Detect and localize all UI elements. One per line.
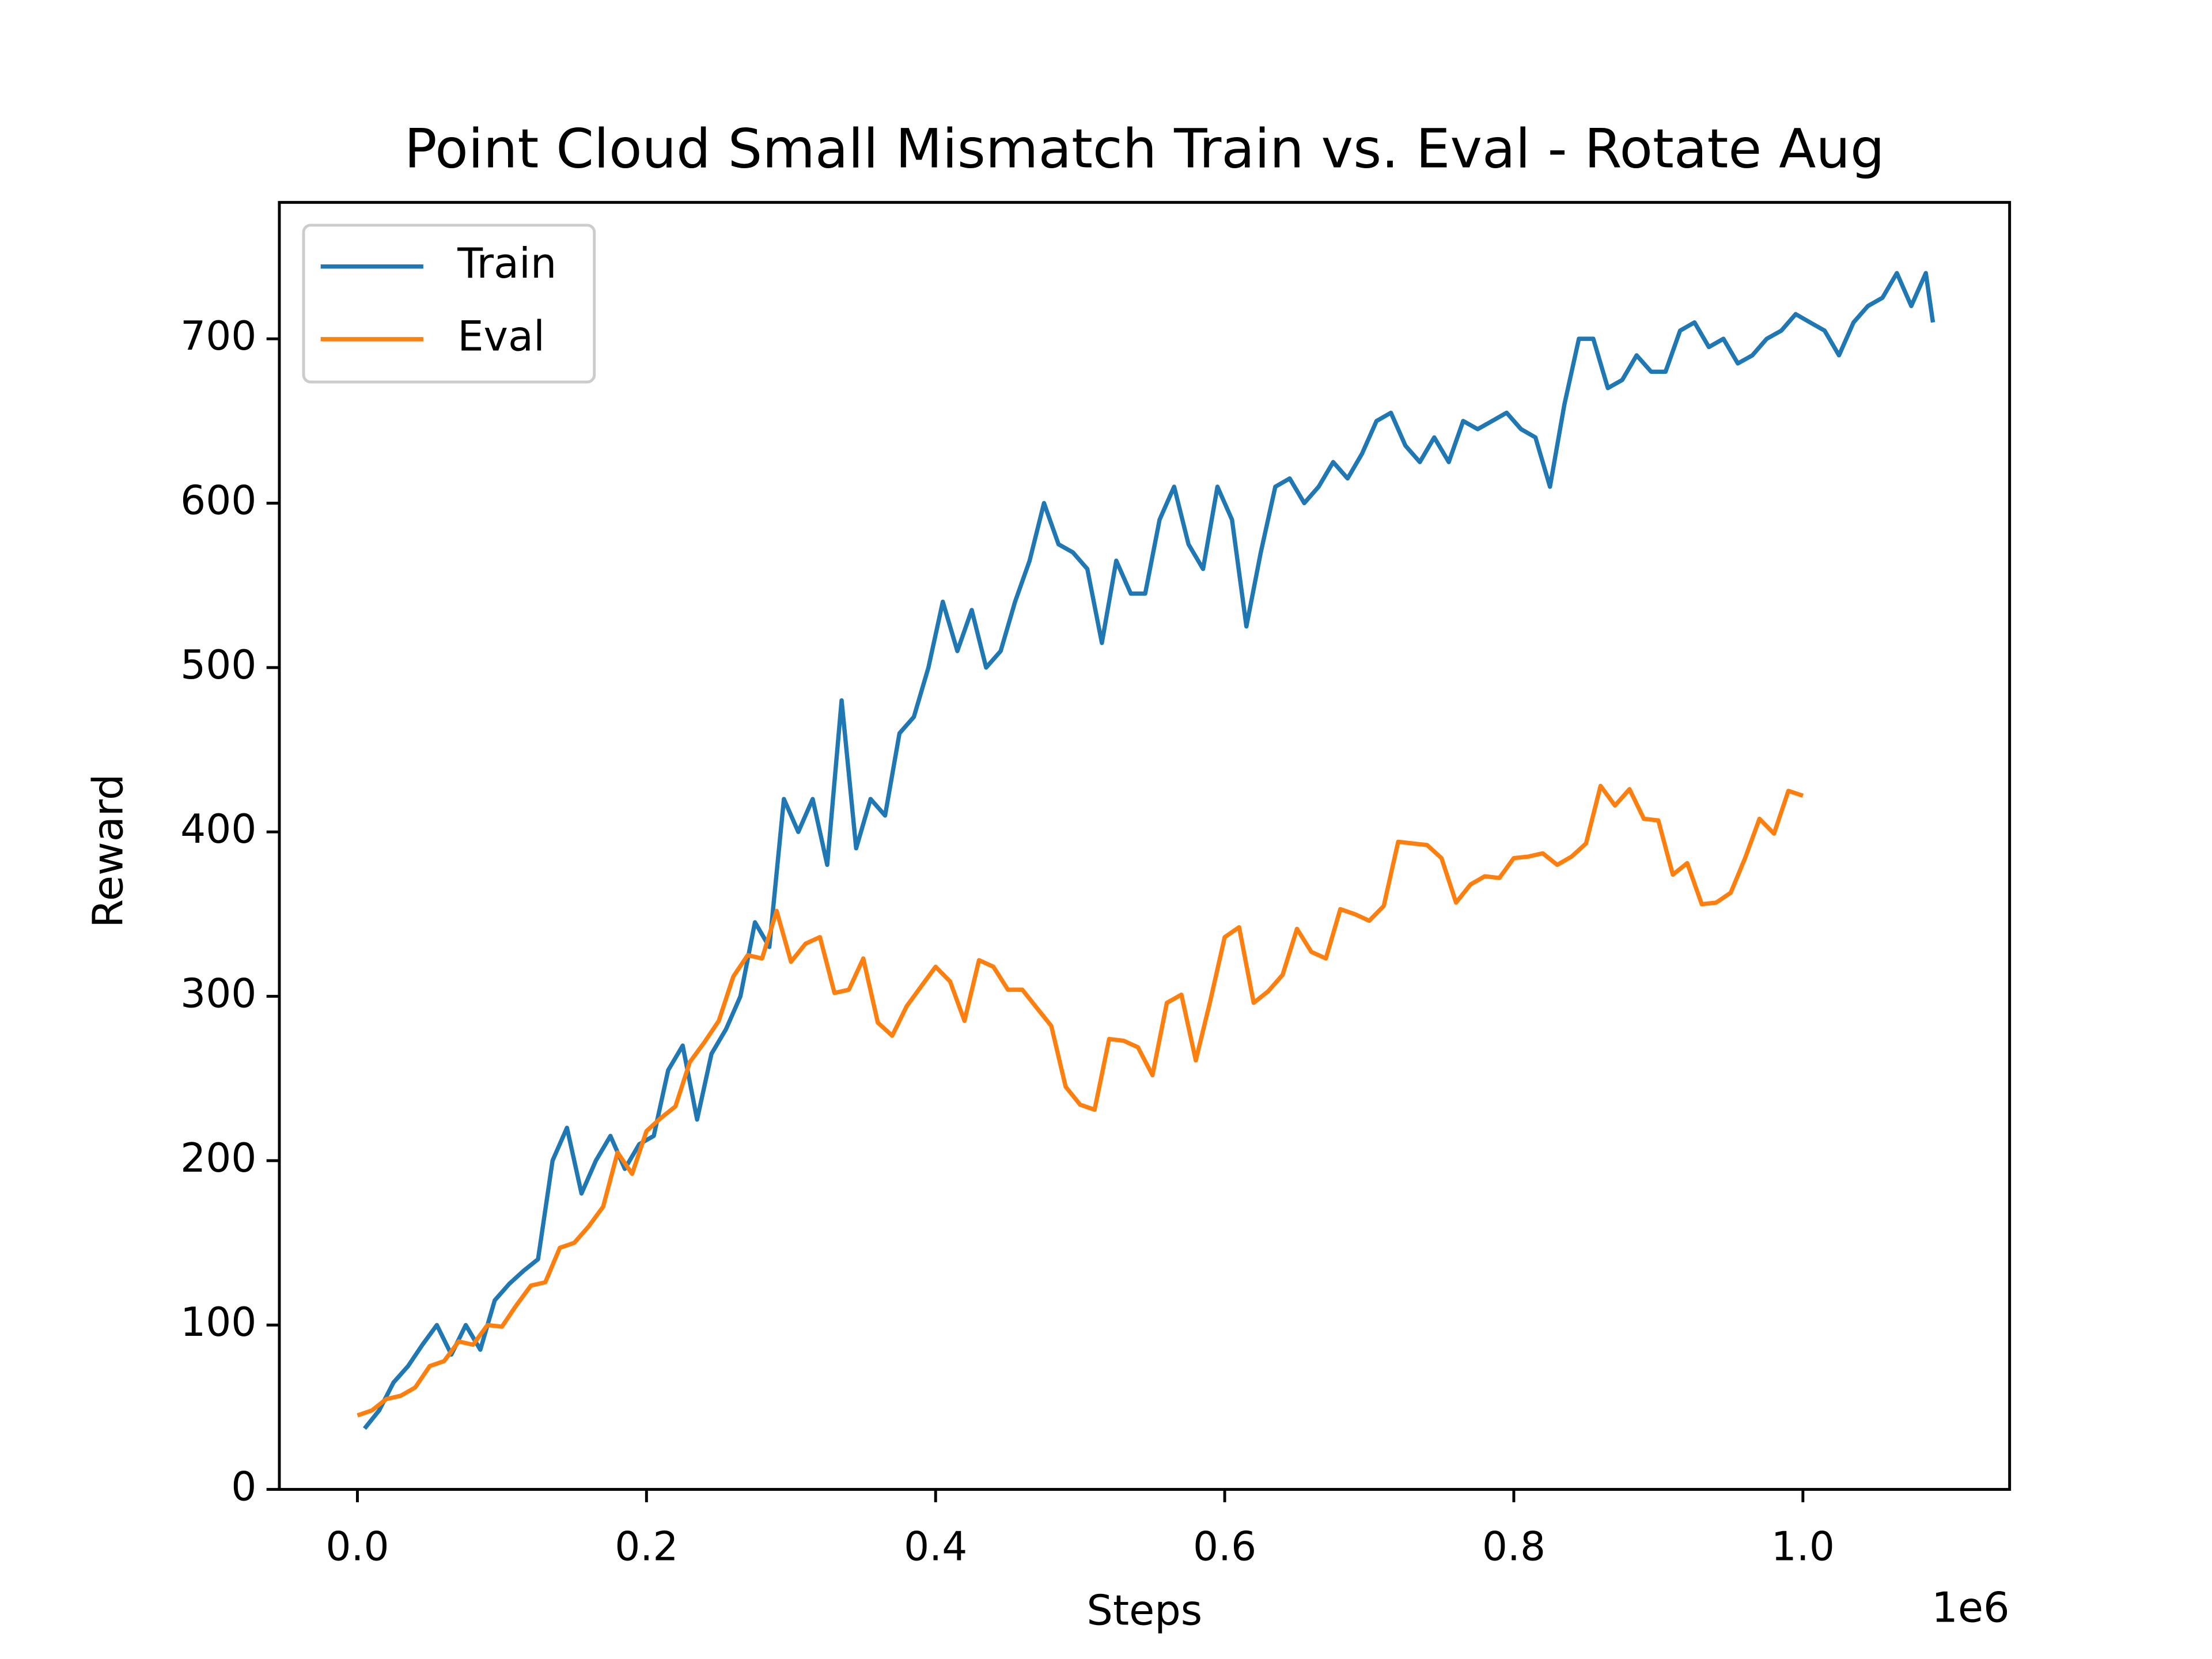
x-offset-label: 1e6 — [1931, 1583, 2009, 1631]
y-tick-label: 500 — [180, 642, 256, 688]
x-tick-label: 1.0 — [1771, 1524, 1835, 1570]
x-tick-label: 0.4 — [904, 1524, 967, 1570]
legend-label: Eval — [457, 312, 545, 360]
y-tick-label: 0 — [231, 1464, 256, 1510]
y-axis-label: Reward — [84, 774, 132, 928]
x-tick-label: 0.8 — [1482, 1524, 1546, 1570]
y-tick-label: 300 — [180, 971, 256, 1017]
y-tick-label: 200 — [180, 1135, 256, 1181]
chart-title: Point Cloud Small Mismatch Train vs. Eva… — [404, 118, 1885, 181]
y-tick-label: 400 — [180, 806, 256, 853]
y-tick-label: 100 — [180, 1300, 256, 1346]
x-tick-label: 0.2 — [615, 1524, 678, 1570]
x-tick-label: 0.0 — [325, 1524, 389, 1570]
x-tick-label: 0.6 — [1193, 1524, 1256, 1570]
series-line — [357, 783, 1804, 1418]
legend-label: Train — [457, 239, 556, 287]
y-tick-label: 600 — [180, 478, 256, 524]
x-axis-label: Steps — [1086, 1586, 1202, 1634]
y-tick-label: 700 — [180, 313, 256, 359]
plot-frame — [278, 200, 2012, 1491]
